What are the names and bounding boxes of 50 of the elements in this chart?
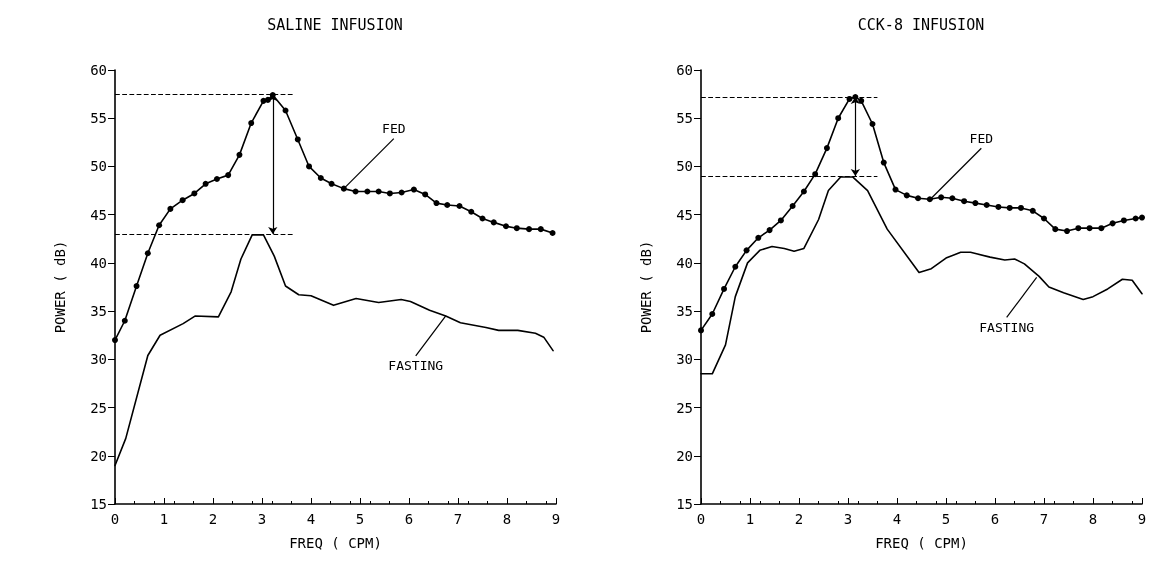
y-tick-label: 45: [90, 206, 107, 223]
x-tick-label: 2: [794, 511, 804, 527]
y-tick-label: 30: [90, 351, 107, 368]
y-tick-label: 60: [90, 62, 107, 78]
annotation: FED: [382, 121, 406, 137]
x-tick-label: 2: [208, 511, 218, 527]
y-tick-label: 25: [90, 399, 107, 416]
y-tick-label: 20: [676, 447, 693, 464]
y-tick-label: 30: [676, 351, 693, 368]
y-tick-label: 60: [676, 62, 693, 78]
y-tick-label: 50: [676, 158, 693, 175]
y-axis-title: POWER ( dB): [638, 240, 654, 334]
y-tick-label: 35: [90, 303, 107, 320]
x-tick-label: 4: [892, 511, 902, 527]
x-tick-label: 8: [1088, 511, 1098, 527]
y-tick-label: 40: [90, 254, 107, 271]
x-tick-label: 6: [404, 511, 414, 527]
annotation: FED: [969, 130, 994, 146]
x-tick-label: 6: [990, 511, 1000, 527]
y-tick-label: 40: [676, 254, 693, 271]
y-axis-title: POWER ( dB): [52, 240, 68, 334]
y-tick-label: 55: [90, 110, 107, 127]
x-tick-label: 9: [1137, 511, 1147, 527]
y-tick-label: 15: [676, 496, 693, 512]
x-axis-title: FREQ ( CPM): [875, 535, 968, 551]
y-tick-label: 45: [676, 206, 693, 223]
x-tick-label: 0: [696, 511, 706, 527]
x-tick-label: 3: [257, 511, 267, 527]
x-tick-label: 1: [159, 511, 169, 527]
chart-title: CCK-8 INFUSION: [857, 15, 985, 34]
y-tick-label: 15: [90, 496, 107, 512]
y-tick-label: 50: [90, 158, 107, 175]
x-tick-label: 7: [1039, 511, 1049, 527]
x-tick-label: 0: [110, 511, 120, 527]
y-tick-label: 25: [676, 399, 693, 416]
x-tick-label: 3: [843, 511, 853, 527]
x-tick-label: 4: [306, 511, 316, 527]
annotation: FASTING: [388, 358, 444, 374]
x-axis-title: FREQ ( CPM): [289, 535, 382, 551]
chart-title: SALINE INFUSION: [267, 15, 403, 34]
x-tick-label: 5: [941, 511, 951, 527]
x-tick-label: 9: [551, 511, 561, 527]
y-tick-label: 35: [676, 303, 693, 320]
x-tick-label: 8: [502, 511, 512, 527]
x-tick-label: 7: [453, 511, 463, 527]
x-tick-label: 5: [355, 511, 365, 527]
y-tick-label: 55: [676, 110, 693, 127]
y-tick-label: 20: [90, 447, 107, 464]
annotation: FASTING: [979, 319, 1035, 335]
x-tick-label: 1: [745, 511, 755, 527]
